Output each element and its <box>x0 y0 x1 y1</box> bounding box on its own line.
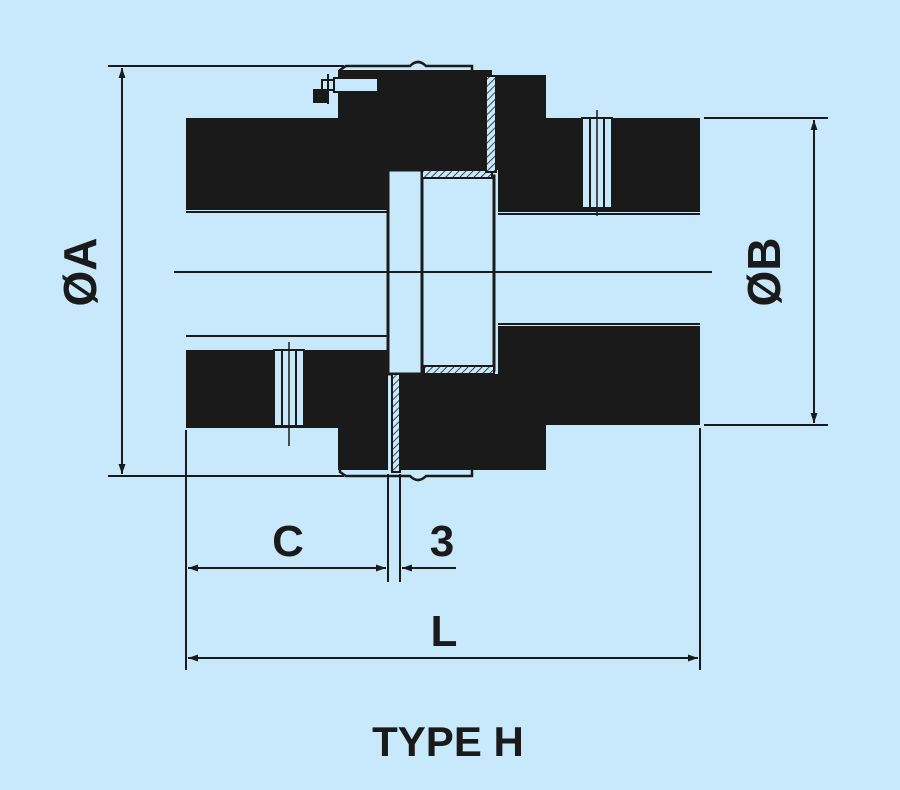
cover-bolt <box>313 74 379 104</box>
set-screw-left <box>273 342 305 446</box>
label-l: L <box>431 607 458 656</box>
outer-cover <box>338 60 474 482</box>
label-dia-a: ØA <box>54 238 106 307</box>
label-c: C <box>272 517 304 566</box>
label-dia-b: ØB <box>738 238 790 307</box>
bore-lines <box>186 211 700 337</box>
left-hub-upper <box>186 70 492 210</box>
diagram-title: TYPE H <box>372 718 524 765</box>
right-hub-lower <box>400 326 700 470</box>
label-gap: 3 <box>430 517 454 566</box>
dimension-lines <box>108 65 828 670</box>
set-screw-right <box>581 110 613 216</box>
